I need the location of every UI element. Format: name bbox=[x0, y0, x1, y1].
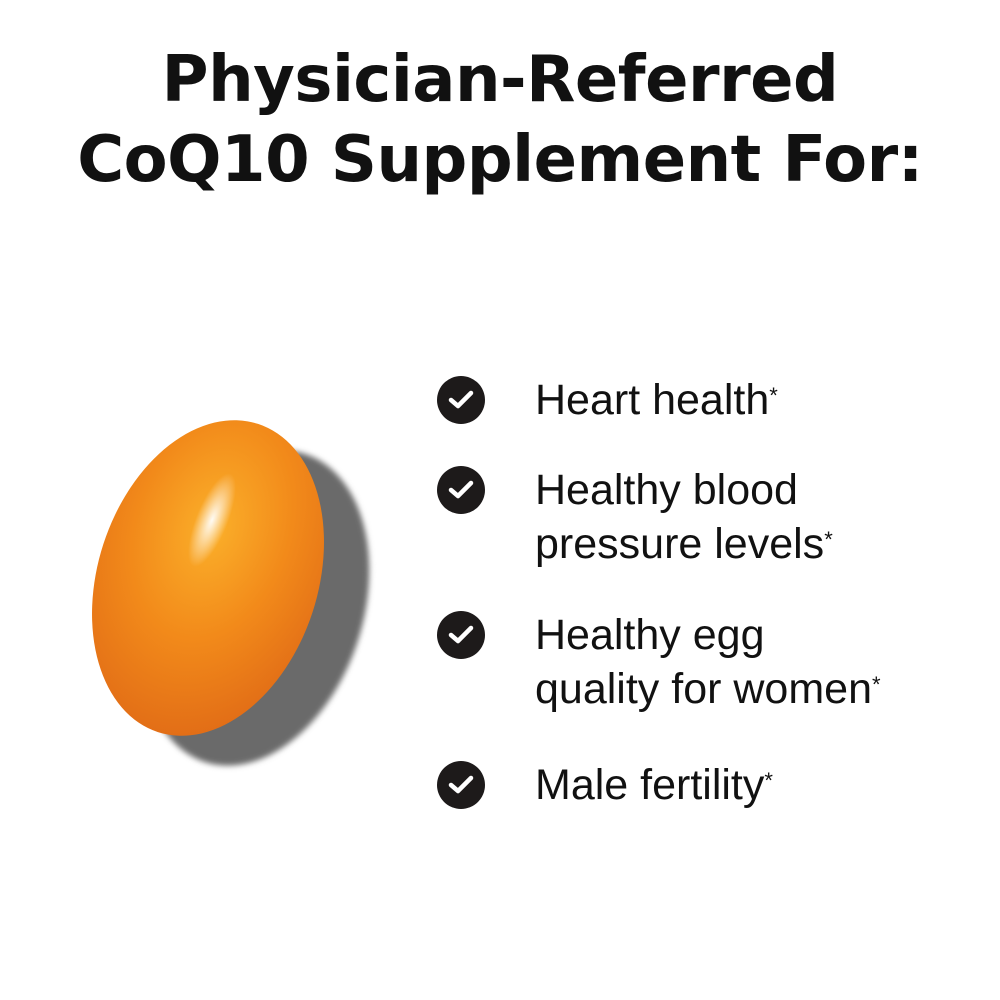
benefit-text: Male fertility bbox=[535, 761, 765, 809]
benefit-text: Healthy blood bbox=[535, 466, 798, 514]
asterisk: * bbox=[824, 527, 833, 552]
benefit-text: Healthy egg bbox=[535, 611, 765, 659]
title-line-1: Physician-Referred bbox=[161, 43, 839, 117]
check-circle-icon bbox=[437, 466, 485, 514]
check-circle-icon bbox=[437, 376, 485, 424]
benefit-text: pressure levels bbox=[535, 520, 825, 568]
asterisk: * bbox=[769, 383, 778, 408]
softgel-capsule-icon bbox=[92, 420, 370, 766]
benefit-item: Heart health* bbox=[437, 376, 778, 427]
check-circle-icon bbox=[437, 761, 485, 809]
benefit-item: Male fertility* bbox=[437, 761, 773, 812]
title-line-2: CoQ10 Supplement For: bbox=[77, 123, 923, 197]
page-title: Physician-Referred CoQ10 Supplement For: bbox=[0, 40, 1000, 200]
check-circle-icon bbox=[437, 611, 485, 659]
asterisk: * bbox=[872, 672, 881, 697]
softgel-image bbox=[60, 390, 380, 790]
asterisk: * bbox=[764, 768, 773, 793]
benefit-text: quality for women bbox=[535, 665, 872, 713]
benefit-text: Heart health bbox=[535, 376, 770, 424]
benefit-item: Healthy egg quality for women* bbox=[437, 611, 881, 716]
benefit-item: Healthy blood pressure levels* bbox=[437, 466, 833, 571]
